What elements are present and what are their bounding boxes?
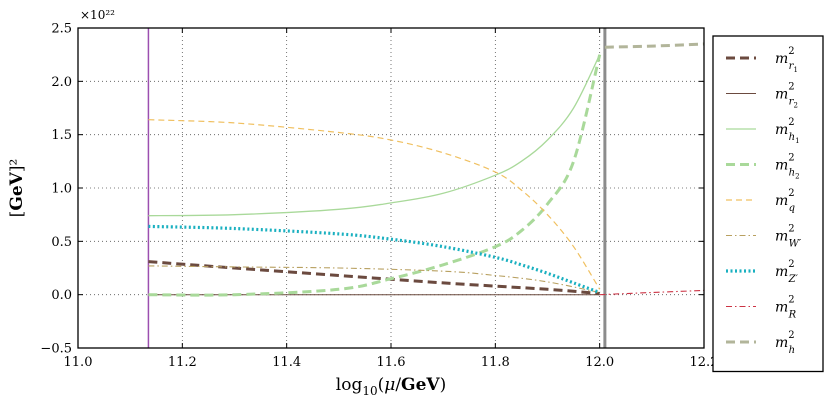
legend-label: m2 h [775, 330, 795, 356]
series-line-9 [604, 42, 705, 49]
legend: m2 r1 m2 r2 m2 h1 m2 h2 m2 q m2 W′ m2 Z′ m2 R m2 h [712, 35, 824, 373]
legend-label: m2 q [775, 188, 795, 214]
x-axis-label: log10(μ/GeV) [336, 375, 446, 398]
y-tick-label: 2.5 [51, 22, 72, 37]
x-tick-label: 11.2 [168, 355, 197, 370]
y-axis-multiplier: ×10²² [80, 8, 115, 22]
series-line-4 [148, 54, 602, 297]
legend-label: m2 r2 [775, 82, 798, 110]
legend-label: m2 h1 [775, 117, 800, 145]
x-tick-label: 11.6 [377, 355, 406, 370]
series-line-7 [148, 224, 601, 295]
series-lines [148, 42, 705, 297]
series-line-8 [599, 289, 705, 296]
x-tick-label: 11.0 [64, 355, 93, 370]
y-tick-label: −0.5 [40, 342, 72, 357]
y-tick-label: 0.0 [51, 288, 72, 303]
legend-label: m2 R [775, 295, 797, 321]
legend-box [712, 35, 824, 373]
y-axis-label: [GeV]² [7, 159, 27, 218]
x-tick-label: 12.0 [585, 355, 614, 370]
legend-label: m2 Z′ [775, 259, 799, 285]
y-tick-label: 2.0 [51, 75, 72, 90]
legend-label: m2 W′ [775, 224, 802, 250]
axis-ticks: 11.0 11.2 11.4 11.6 11.8 12.0 12.2 −0.5 0.0 0.5 1.… [40, 22, 718, 371]
series-line-6 [148, 265, 600, 294]
x-tick-label: 11.4 [272, 355, 301, 370]
grid [78, 28, 704, 348]
x-tick-label: 11.8 [481, 355, 510, 370]
series-line-3 [148, 54, 601, 217]
vertical-markers [147, 28, 607, 348]
y-tick-label: 1.0 [51, 182, 72, 197]
series-line-5 [148, 119, 601, 290]
legend-label: m2 h2 [775, 153, 800, 181]
y-tick-label: 1.5 [51, 128, 72, 143]
x-tick-label: 12.2 [690, 355, 719, 370]
legend-label: m2 r1 [775, 46, 798, 74]
series-line-1 [148, 260, 600, 296]
y-tick-label: 0.5 [51, 235, 72, 250]
